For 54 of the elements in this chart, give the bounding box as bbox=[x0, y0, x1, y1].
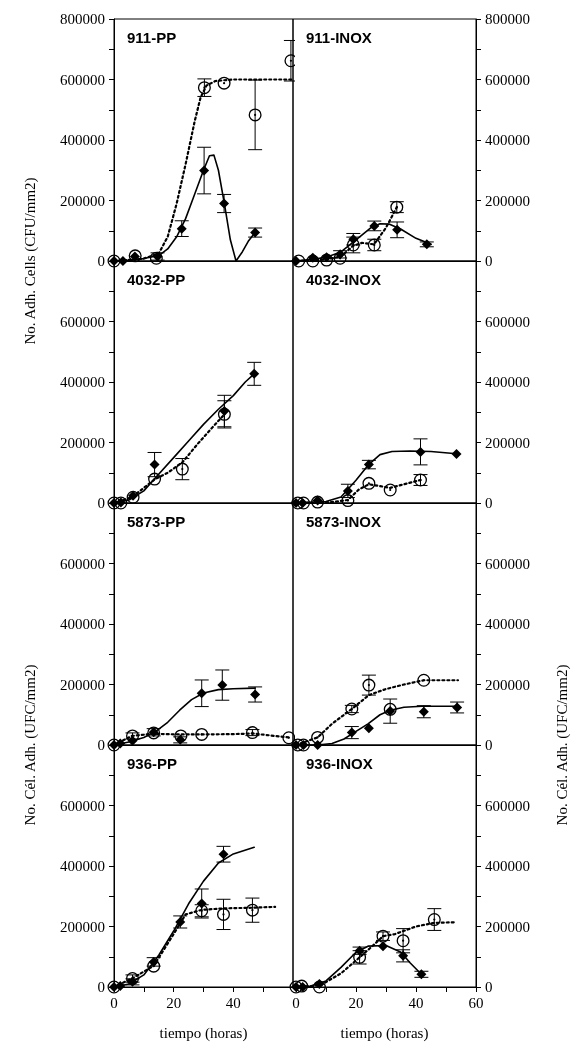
text: 5873-INOX bbox=[306, 513, 382, 530]
x-tick-label: 40 bbox=[408, 994, 424, 1011]
y-tick-label: 400000 bbox=[60, 132, 105, 148]
y-tick-label: 400000 bbox=[485, 132, 530, 148]
y-tick-label: 200000 bbox=[60, 192, 105, 209]
y-tick-label: 400000 bbox=[60, 616, 105, 632]
y-tick-label: 400000 bbox=[485, 616, 530, 632]
y-tick-label: 200000 bbox=[485, 434, 530, 451]
x-tick-label: 40 bbox=[225, 994, 241, 1011]
y-tick-label: 400000 bbox=[485, 374, 530, 390]
y-tick-label: 0 bbox=[485, 979, 493, 995]
x-tick-label: 0 bbox=[292, 994, 300, 1011]
y-tick-label: 600000 bbox=[60, 71, 105, 88]
y-tick-label: 600000 bbox=[60, 797, 105, 814]
y-tick-label: 800000 bbox=[60, 11, 105, 27]
y-tick-label: 600000 bbox=[485, 71, 530, 88]
y-tick-label: 0 bbox=[97, 253, 105, 269]
x-tick-label: 0 bbox=[110, 994, 118, 1011]
y-tick-label: 0 bbox=[485, 253, 493, 269]
y-tick-label: 0 bbox=[485, 737, 493, 753]
text: 911-INOX bbox=[306, 29, 372, 46]
y-tick-label: 200000 bbox=[485, 676, 530, 693]
text: 4032-INOX bbox=[306, 271, 382, 288]
y-tick-label: 400000 bbox=[60, 374, 105, 390]
y-tick-label: 600000 bbox=[60, 313, 105, 330]
y-tick-label: 600000 bbox=[485, 313, 530, 330]
y-tick-label: 200000 bbox=[485, 192, 530, 209]
text: 5873-PP bbox=[127, 513, 186, 530]
text: 936-PP bbox=[127, 755, 178, 772]
y-tick-label: 800000 bbox=[485, 11, 530, 27]
y-tick-label: 600000 bbox=[60, 555, 105, 572]
x-axis-title: tiempo (horas) bbox=[159, 1024, 248, 1042]
text: 911-PP bbox=[127, 29, 177, 46]
y-tick-label: 200000 bbox=[60, 676, 105, 693]
y-axis-title: No. Adh. Cells (CFU/mm2) bbox=[21, 177, 39, 345]
x-tick-label: 60 bbox=[468, 994, 484, 1011]
y-tick-label: 0 bbox=[97, 979, 105, 995]
x-tick-label: 20 bbox=[166, 994, 182, 1011]
y-axis-title: No. Cél. Adh. (UFC/mm2) bbox=[553, 664, 571, 826]
x-tick-label: 20 bbox=[348, 994, 364, 1011]
y-tick-label: 0 bbox=[97, 495, 105, 511]
text: 4032-PP bbox=[127, 271, 186, 288]
y-tick-label: 600000 bbox=[485, 555, 530, 572]
y-tick-label: 0 bbox=[485, 495, 493, 511]
y-tick-label: 200000 bbox=[60, 918, 105, 935]
y-tick-label: 400000 bbox=[485, 858, 530, 874]
y-tick-label: 400000 bbox=[60, 858, 105, 874]
y-tick-label: 200000 bbox=[60, 434, 105, 451]
y-tick-label: 200000 bbox=[485, 918, 530, 935]
y-tick-label: 0 bbox=[97, 737, 105, 753]
x-axis-title: tiempo (horas) bbox=[340, 1024, 429, 1042]
y-tick-label: 600000 bbox=[485, 797, 530, 814]
y-axis-title: No. Cél. Adh. (UFC/mm2) bbox=[21, 664, 39, 826]
text: 936-INOX bbox=[306, 755, 373, 772]
